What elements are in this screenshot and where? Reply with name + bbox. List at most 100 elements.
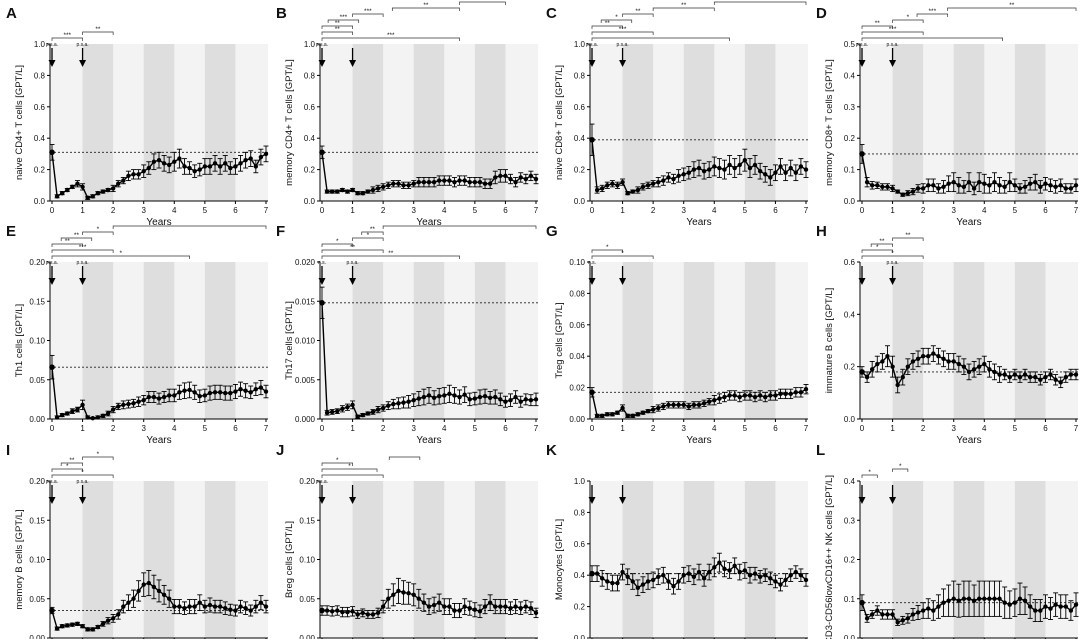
x-tick-label: 6 [1043,206,1048,215]
data-point [951,179,956,185]
x-tick-label: 4 [172,424,177,433]
x-tick-label: 4 [982,206,987,215]
arrow-head [619,278,627,285]
y-tick-label: 0.000 [295,415,316,424]
data-point [951,596,956,601]
significance-label: *** [619,26,627,33]
y-tick-label: 0.00 [29,634,45,639]
data-point [370,187,376,193]
data-point [594,571,600,576]
data-point [447,178,452,183]
data-point [1007,602,1012,607]
x-tick-label: 5 [203,206,208,215]
data-point [747,393,753,398]
data-point [859,599,865,606]
x-axis-label: Years [956,435,981,446]
data-point [59,412,65,418]
data-point [635,412,641,417]
significance-label: * [606,244,609,251]
data-point [666,579,671,584]
year-band [352,262,384,419]
data-point [1048,372,1053,377]
data-point [768,393,773,398]
data-point [931,351,936,356]
ns-marker: p.s.a. [316,479,328,485]
data-point [615,183,620,188]
y-axis-label: memory CD4+ T cells [GPT/L] [284,59,295,186]
year-band [892,44,924,201]
x-tick-label: 1 [620,424,625,433]
arrow-head [588,278,596,285]
data-point [380,184,386,190]
significance-bracket [892,237,924,241]
data-point [482,604,488,609]
x-tick-label: 2 [921,424,926,433]
y-tick-label: 0.0 [574,634,586,639]
data-point [737,162,742,168]
data-point [217,604,223,609]
panel-letter: I [6,442,10,459]
y-tick-label: 0.4 [34,134,46,143]
x-tick-label: 1 [80,206,85,215]
data-point [956,361,962,367]
y-tick-label: 0.2 [844,363,856,372]
significance-bracket [861,249,893,253]
data-point [793,569,799,575]
data-point [472,396,478,401]
data-point [712,565,717,570]
data-point [360,190,365,196]
arrow-head [889,278,897,285]
data-point [1007,374,1012,380]
arrow-head [349,497,357,504]
y-tick-label: 0.0 [34,197,46,206]
significance-label: * [615,14,618,21]
data-point [156,157,162,163]
data-point [666,402,671,408]
ns-marker: p.s.a. [886,260,898,266]
data-point [788,165,793,171]
data-point [671,176,676,182]
significance-bracket [321,255,460,259]
arrow-head [858,497,866,504]
data-point [650,181,656,186]
data-point [131,401,136,406]
x-tick-label: 6 [773,206,778,215]
arrow-head [858,278,866,285]
data-point [869,367,875,372]
data-point [681,172,686,177]
panel-letter: E [6,223,16,240]
data-point [391,592,396,598]
data-point [95,415,101,420]
data-point [421,179,427,185]
data-point [65,411,70,416]
significance-bracket [327,19,360,23]
x-tick-label: 4 [712,424,717,433]
data-point [599,413,605,419]
x-axis-label: Years [146,435,171,446]
data-point [421,394,427,400]
data-point [773,393,778,398]
data-point [778,391,783,397]
data-point [656,405,661,411]
data-point [202,393,208,398]
significance-label: ** [74,232,80,239]
significance-bracket [321,25,353,29]
data-point [676,173,681,179]
data-point [421,600,427,605]
significance-label: * [81,469,84,476]
x-tick-label: 2 [381,424,386,433]
data-point [508,176,513,182]
significance-label: ** [335,20,341,27]
data-point [727,393,732,398]
data-point [54,415,60,420]
data-point [997,183,1002,188]
arrow-head [349,278,357,285]
panel-letter: H [816,223,827,240]
data-point [116,404,121,409]
y-tick-label: 0.2 [34,166,46,175]
data-point [161,592,167,598]
ns-marker: p.s.a. [76,479,88,485]
x-tick-label: 6 [503,206,508,215]
panel-letter: F [276,223,285,240]
data-point [513,394,518,400]
